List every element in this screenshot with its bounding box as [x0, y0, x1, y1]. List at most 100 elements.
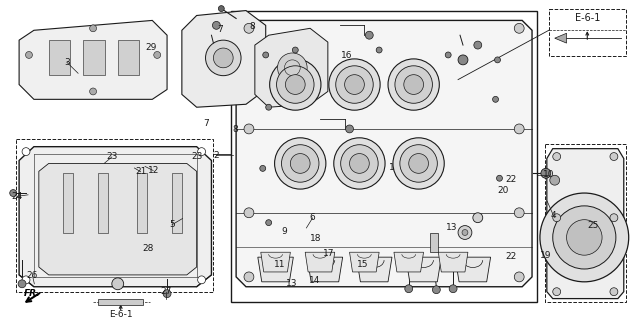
Text: 28: 28	[143, 244, 154, 253]
Circle shape	[292, 47, 298, 53]
Polygon shape	[356, 257, 392, 282]
Circle shape	[495, 57, 500, 63]
Polygon shape	[258, 257, 294, 282]
Bar	[231, 11, 537, 301]
Text: 24: 24	[11, 192, 22, 201]
Circle shape	[198, 148, 205, 156]
Ellipse shape	[276, 66, 314, 103]
Ellipse shape	[269, 59, 321, 110]
Circle shape	[212, 21, 221, 29]
Bar	[118, 40, 139, 75]
Text: 15: 15	[357, 260, 368, 269]
Circle shape	[163, 290, 171, 298]
Circle shape	[262, 52, 269, 58]
Circle shape	[474, 41, 482, 49]
Polygon shape	[349, 252, 379, 272]
Ellipse shape	[409, 154, 429, 173]
Polygon shape	[236, 20, 532, 287]
Circle shape	[550, 175, 560, 185]
Ellipse shape	[290, 154, 310, 173]
Ellipse shape	[400, 145, 437, 182]
Circle shape	[567, 220, 602, 255]
Text: E-6-1: E-6-1	[574, 13, 600, 23]
Bar	[83, 40, 105, 75]
Text: 3: 3	[64, 58, 70, 67]
Text: 8: 8	[250, 22, 256, 31]
Text: 16: 16	[341, 52, 353, 60]
Circle shape	[458, 55, 468, 65]
Ellipse shape	[340, 145, 378, 182]
Circle shape	[244, 124, 254, 134]
Text: 6: 6	[310, 213, 316, 222]
Text: 4: 4	[550, 211, 556, 220]
Text: 23: 23	[106, 152, 117, 162]
Ellipse shape	[275, 138, 326, 189]
Text: 1: 1	[389, 164, 395, 172]
Bar	[98, 173, 108, 233]
Circle shape	[514, 124, 524, 134]
Ellipse shape	[404, 75, 424, 94]
Circle shape	[514, 208, 524, 218]
Polygon shape	[19, 20, 167, 99]
Circle shape	[278, 53, 307, 83]
Text: 11: 11	[274, 260, 285, 269]
Circle shape	[449, 285, 457, 293]
Polygon shape	[39, 164, 197, 275]
Circle shape	[514, 23, 524, 33]
Bar	[16, 139, 214, 292]
Ellipse shape	[336, 66, 373, 103]
Circle shape	[432, 286, 440, 294]
Polygon shape	[19, 147, 212, 287]
Text: 23: 23	[191, 152, 203, 162]
Polygon shape	[261, 252, 290, 272]
Text: 7: 7	[217, 25, 223, 34]
Ellipse shape	[345, 75, 365, 94]
Circle shape	[89, 88, 96, 95]
Circle shape	[218, 6, 224, 12]
Circle shape	[22, 148, 30, 156]
Polygon shape	[438, 252, 468, 272]
Circle shape	[18, 280, 26, 288]
Text: 13: 13	[286, 279, 298, 288]
Polygon shape	[455, 257, 491, 282]
Circle shape	[244, 23, 254, 33]
Bar	[98, 299, 143, 305]
Circle shape	[404, 285, 413, 293]
Text: 18: 18	[310, 234, 321, 243]
Circle shape	[244, 272, 254, 282]
Polygon shape	[394, 252, 424, 272]
Ellipse shape	[395, 66, 432, 103]
Text: 26: 26	[27, 271, 38, 280]
Circle shape	[553, 206, 616, 269]
Polygon shape	[555, 33, 567, 43]
Text: FR.: FR.	[24, 289, 41, 298]
Circle shape	[514, 272, 524, 282]
Circle shape	[445, 52, 451, 58]
Polygon shape	[255, 28, 328, 107]
Circle shape	[89, 25, 96, 32]
Bar	[545, 144, 626, 301]
Circle shape	[496, 175, 503, 181]
Circle shape	[266, 104, 271, 110]
Circle shape	[553, 288, 560, 296]
Circle shape	[365, 31, 373, 39]
Ellipse shape	[393, 138, 444, 189]
Circle shape	[205, 40, 241, 76]
Text: 2: 2	[213, 151, 219, 160]
Text: E-6-1: E-6-1	[109, 310, 133, 319]
Text: 22: 22	[505, 252, 517, 261]
Circle shape	[25, 52, 32, 58]
Text: 10: 10	[543, 171, 554, 180]
Text: 22: 22	[505, 175, 517, 185]
Circle shape	[610, 214, 618, 222]
Bar	[138, 173, 147, 233]
Ellipse shape	[281, 145, 319, 182]
Circle shape	[553, 214, 560, 222]
Text: 14: 14	[309, 276, 320, 285]
Ellipse shape	[285, 75, 305, 94]
Text: 21: 21	[135, 167, 146, 176]
Polygon shape	[307, 257, 342, 282]
Polygon shape	[547, 149, 624, 299]
Circle shape	[10, 189, 16, 196]
Circle shape	[266, 220, 271, 226]
